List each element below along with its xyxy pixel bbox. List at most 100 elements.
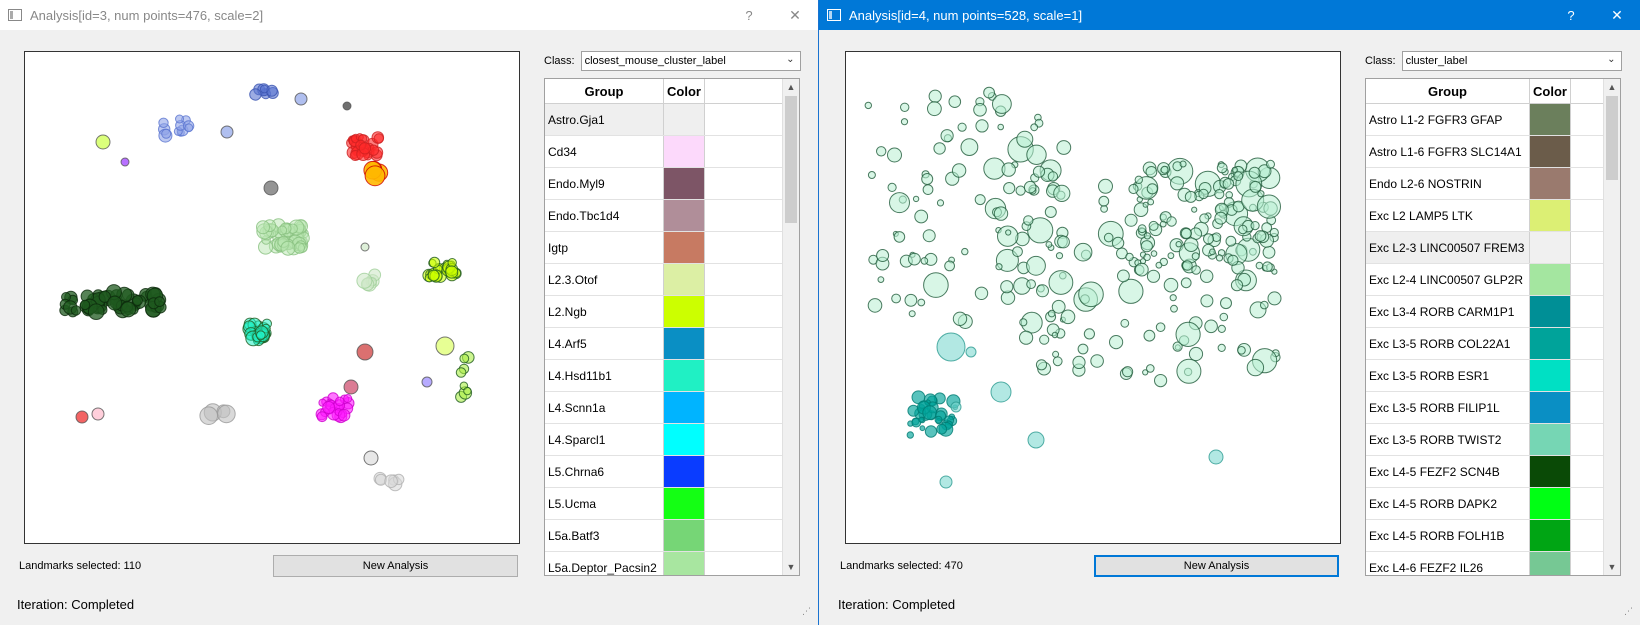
color-swatch-cell[interactable] bbox=[664, 424, 705, 455]
color-swatch-cell[interactable] bbox=[664, 296, 705, 327]
scroll-up-arrow-icon[interactable]: ▲ bbox=[786, 82, 796, 92]
group-color-table[interactable]: Group Color Astro.Gja1 Cd34 Endo.Myl9 Endo.… bbox=[544, 78, 800, 576]
color-swatch-cell[interactable] bbox=[1530, 552, 1571, 575]
scroll-up-arrow-icon[interactable]: ▲ bbox=[1607, 82, 1617, 92]
color-swatch-cell[interactable] bbox=[664, 264, 705, 295]
table-row[interactable]: Exc L4-5 FEZF2 SCN4B bbox=[1366, 456, 1620, 488]
help-button[interactable]: ? bbox=[745, 7, 753, 23]
table-row[interactable]: L2.Ngb bbox=[545, 296, 799, 328]
new-analysis-button[interactable]: New Analysis bbox=[273, 555, 518, 577]
color-swatch-cell[interactable] bbox=[1530, 328, 1571, 359]
table-row[interactable]: Exc L2 LAMP5 LTK bbox=[1366, 200, 1620, 232]
scrollbar-thumb[interactable] bbox=[785, 96, 797, 223]
scatter-plot[interactable] bbox=[24, 51, 520, 544]
color-swatch-cell[interactable] bbox=[664, 136, 705, 167]
color-swatch-cell[interactable] bbox=[1530, 296, 1571, 327]
color-swatch-cell[interactable] bbox=[664, 328, 705, 359]
scatter-point bbox=[934, 415, 943, 424]
close-button[interactable]: ✕ bbox=[789, 6, 801, 23]
table-row[interactable]: Endo.Myl9 bbox=[545, 168, 799, 200]
help-button[interactable]: ? bbox=[1567, 7, 1575, 23]
table-row[interactable]: Exc L4-5 RORB DAPK2 bbox=[1366, 488, 1620, 520]
scatter-point bbox=[280, 240, 296, 256]
color-swatch-cell[interactable] bbox=[1530, 104, 1571, 135]
color-swatch-cell[interactable] bbox=[1530, 488, 1571, 519]
color-swatch-cell[interactable] bbox=[1530, 232, 1571, 263]
color-swatch-cell[interactable] bbox=[664, 104, 705, 135]
color-swatch-cell[interactable] bbox=[664, 232, 705, 263]
scroll-down-arrow-icon[interactable]: ▼ bbox=[786, 562, 796, 572]
color-swatch-cell[interactable] bbox=[1530, 136, 1571, 167]
table-row[interactable]: L4.Arf5 bbox=[545, 328, 799, 360]
new-analysis-button[interactable]: New Analysis bbox=[1094, 555, 1339, 577]
table-row[interactable]: Endo.Tbc1d4 bbox=[545, 200, 799, 232]
resize-grip-icon[interactable]: ⋰ bbox=[802, 606, 811, 616]
table-scrollbar[interactable]: ▲ ▼ bbox=[1603, 79, 1620, 575]
color-swatch-cell[interactable] bbox=[1530, 520, 1571, 551]
color-swatch-cell[interactable] bbox=[1530, 392, 1571, 423]
table-row[interactable]: Exc L3-5 RORB ESR1 bbox=[1366, 360, 1620, 392]
table-row[interactable]: Exc L4-5 RORB FOLH1B bbox=[1366, 520, 1620, 552]
scatter-point bbox=[1191, 265, 1201, 275]
class-dropdown[interactable]: closest_mouse_cluster_label ⌄ bbox=[580, 51, 801, 71]
table-row[interactable]: Exc L3-5 RORB FILIP1L bbox=[1366, 392, 1620, 424]
color-column-header[interactable]: Color bbox=[664, 79, 705, 103]
color-swatch-cell[interactable] bbox=[664, 552, 705, 575]
group-color-table[interactable]: Group Color Astro L1-2 FGFR3 GFAP Astro L… bbox=[1365, 78, 1621, 576]
color-swatch-cell[interactable] bbox=[1530, 456, 1571, 487]
table-row[interactable]: Exc L2-4 LINC00507 GLP2R bbox=[1366, 264, 1620, 296]
title-bar[interactable]: Analysis[id=3, num points=476, scale=2] … bbox=[0, 0, 818, 30]
table-row[interactable]: L5a.Deptor_Pacsin2 bbox=[545, 552, 799, 575]
table-row[interactable]: Exc L3-5 RORB COL22A1 bbox=[1366, 328, 1620, 360]
color-swatch-cell[interactable] bbox=[664, 488, 705, 519]
scatter-point bbox=[455, 367, 467, 378]
table-row[interactable]: Endo L2-6 NOSTRIN bbox=[1366, 168, 1620, 200]
scrollbar-thumb[interactable] bbox=[1606, 96, 1618, 180]
table-row[interactable]: L4.Hsd11b1 bbox=[545, 360, 799, 392]
group-column-header[interactable]: Group bbox=[545, 79, 664, 103]
color-swatch-cell[interactable] bbox=[1530, 264, 1571, 295]
group-column-header[interactable]: Group bbox=[1366, 79, 1530, 103]
class-dropdown[interactable]: cluster_label ⌄ bbox=[1401, 51, 1622, 71]
table-row[interactable]: Astro L1-2 FGFR3 GFAP bbox=[1366, 104, 1620, 136]
scroll-down-arrow-icon[interactable]: ▼ bbox=[1607, 562, 1617, 572]
chevron-down-icon: ⌄ bbox=[1607, 54, 1616, 65]
table-row[interactable]: L5a.Batf3 bbox=[545, 520, 799, 552]
scatter-plot[interactable] bbox=[845, 51, 1341, 544]
color-swatch-cell[interactable] bbox=[1530, 360, 1571, 391]
color-swatch-cell[interactable] bbox=[1530, 168, 1571, 199]
table-row[interactable]: Astro L1-6 FGFR3 SLC14A1 bbox=[1366, 136, 1620, 168]
scatter-point bbox=[316, 411, 328, 423]
table-row[interactable]: L2.3.Otof bbox=[545, 264, 799, 296]
table-row[interactable]: L5.Ucma bbox=[545, 488, 799, 520]
table-row[interactable]: L4.Scnn1a bbox=[545, 392, 799, 424]
color-swatch-cell[interactable] bbox=[1530, 200, 1571, 231]
scatter-plot-canvas[interactable] bbox=[25, 52, 519, 543]
table-row[interactable]: Exc L4-6 FEZF2 IL26 bbox=[1366, 552, 1620, 575]
table-row[interactable]: L4.Sparcl1 bbox=[545, 424, 799, 456]
color-column-header[interactable]: Color bbox=[1530, 79, 1571, 103]
table-row[interactable]: Cd34 bbox=[545, 136, 799, 168]
analysis-window-3[interactable]: Analysis[id=3, num points=476, scale=2] … bbox=[0, 0, 818, 625]
color-swatch-cell[interactable] bbox=[664, 520, 705, 551]
color-swatch-cell[interactable] bbox=[664, 200, 705, 231]
table-row[interactable]: Astro.Gja1 bbox=[545, 104, 799, 136]
table-row[interactable]: Exc L2-3 LINC00507 FREM3 bbox=[1366, 232, 1620, 264]
table-row[interactable]: Igtp bbox=[545, 232, 799, 264]
color-swatch-cell[interactable] bbox=[664, 360, 705, 391]
window-title: Analysis[id=3, num points=476, scale=2] bbox=[30, 7, 264, 23]
table-row[interactable]: Exc L3-4 RORB CARM1P1 bbox=[1366, 296, 1620, 328]
table-row[interactable]: L5.Chrna6 bbox=[545, 456, 799, 488]
table-row[interactable]: Exc L3-5 RORB TWIST2 bbox=[1366, 424, 1620, 456]
color-swatch-cell[interactable] bbox=[1530, 424, 1571, 455]
table-scrollbar[interactable]: ▲ ▼ bbox=[782, 79, 799, 575]
resize-grip-icon[interactable]: ⋰ bbox=[1624, 606, 1633, 616]
color-swatch-cell[interactable] bbox=[664, 456, 705, 487]
color-swatch-cell[interactable] bbox=[664, 168, 705, 199]
title-bar[interactable]: Analysis[id=4, num points=528, scale=1] … bbox=[819, 0, 1640, 30]
scatter-plot-canvas[interactable] bbox=[846, 52, 1340, 543]
scatter-point bbox=[459, 353, 470, 364]
color-swatch-cell[interactable] bbox=[664, 392, 705, 423]
close-button[interactable]: ✕ bbox=[1611, 6, 1623, 23]
analysis-window-4[interactable]: Analysis[id=4, num points=528, scale=1] … bbox=[818, 0, 1640, 625]
